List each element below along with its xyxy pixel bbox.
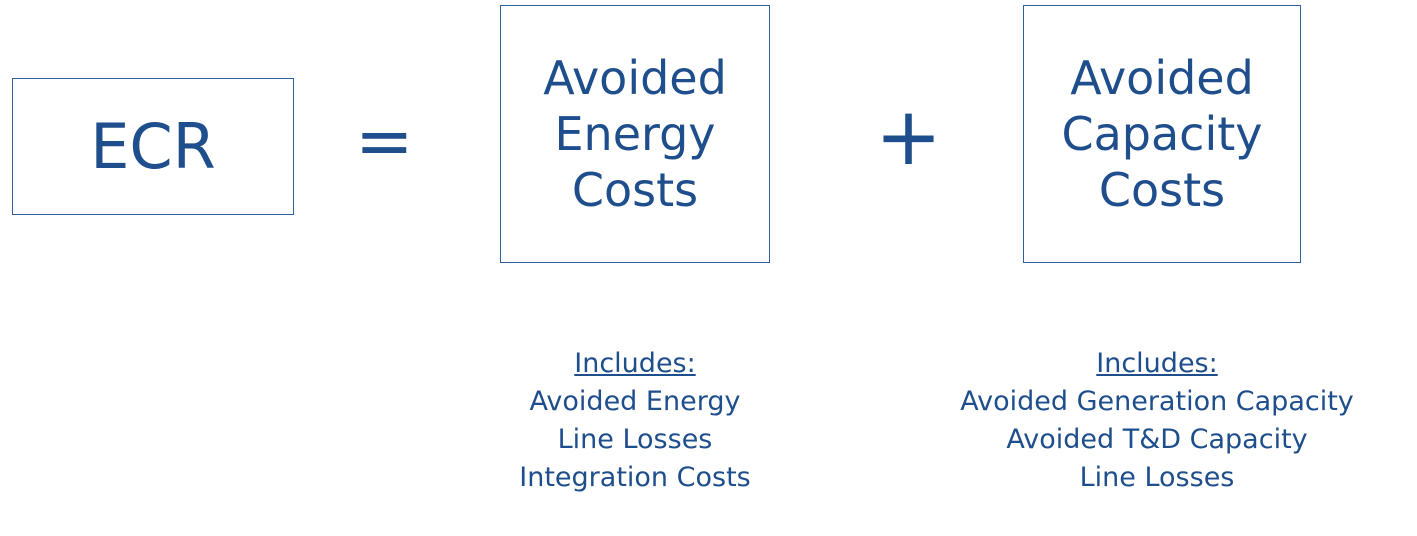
equals: = <box>355 100 414 182</box>
include-item: Avoided T&D Capacity <box>1006 424 1308 455</box>
term-line: Costs <box>571 163 699 217</box>
term-box: Avoided Capacity Costs <box>1023 5 1301 263</box>
term-line: Costs <box>1098 163 1226 217</box>
include-item: Line Losses <box>1079 462 1235 493</box>
ecr: ECR <box>90 110 216 183</box>
includes-label: Includes: <box>574 348 696 379</box>
includes-label: Includes: <box>1096 348 1218 379</box>
includes: Includes: Avoided Energy Line Losses Int… <box>455 345 815 497</box>
include-item: Avoided Energy <box>529 386 741 417</box>
term-box: Avoided Energy Costs <box>500 5 770 263</box>
term-line: Avoided <box>543 51 727 105</box>
ecr-box: ECR <box>12 78 294 215</box>
term-line: Energy <box>554 107 716 161</box>
include-item: Integration Costs <box>519 462 751 493</box>
term-line: Avoided <box>1070 51 1254 105</box>
includes: Includes: Avoided Generation Capacity Av… <box>902 345 1412 497</box>
plus: + <box>875 90 943 183</box>
include-item: Avoided Generation Capacity <box>960 386 1354 417</box>
include-item: Line Losses <box>557 424 713 455</box>
term-line: Capacity <box>1061 107 1263 161</box>
